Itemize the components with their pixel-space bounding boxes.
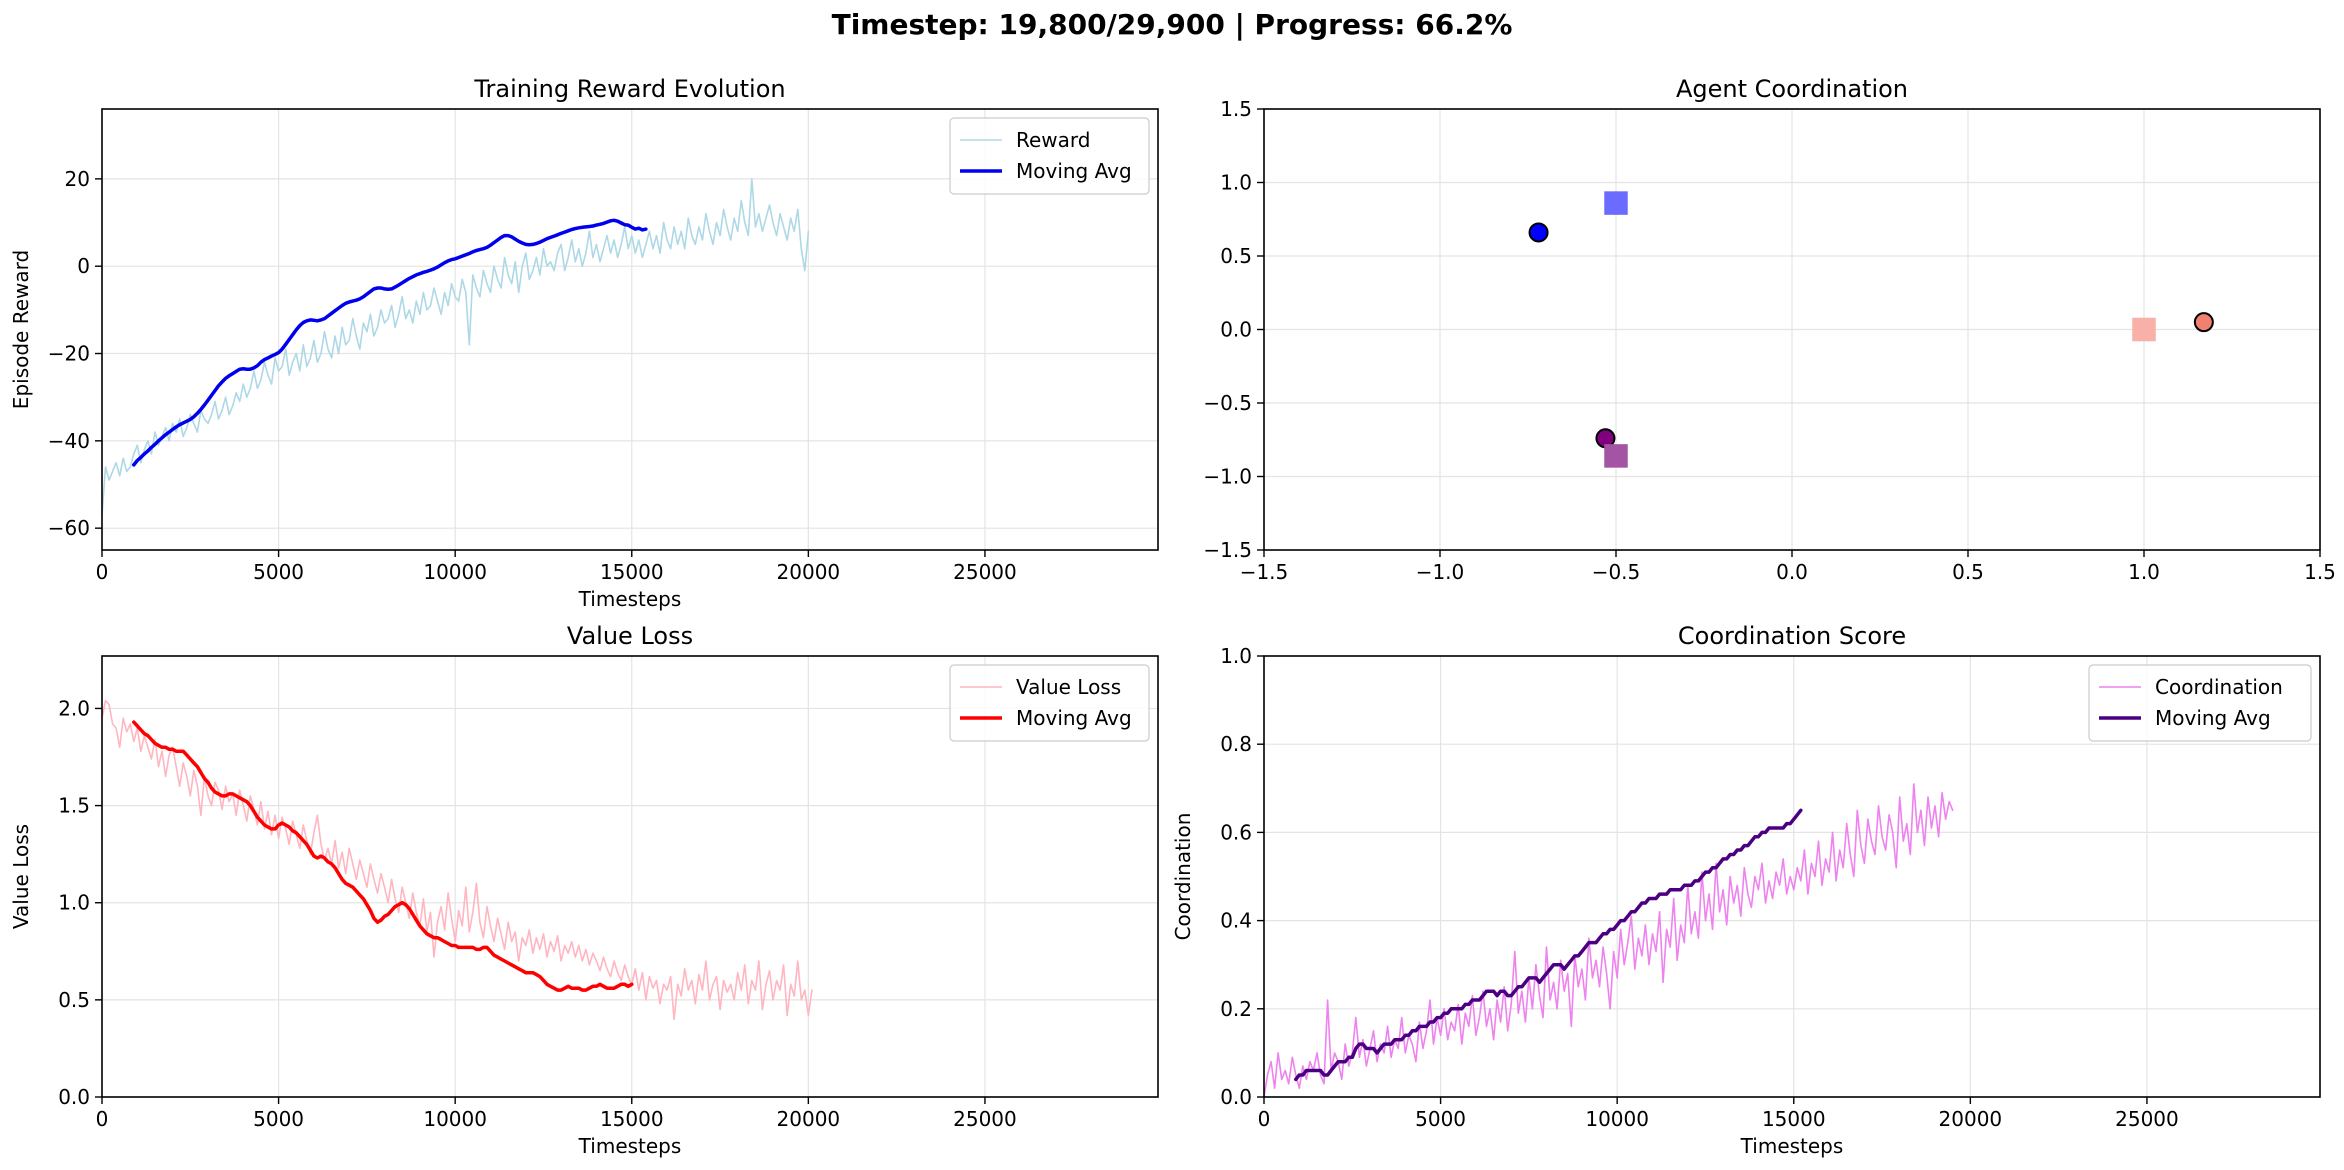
y-tick-label: 1.5 [58, 794, 90, 818]
x-tick-label: 20000 [777, 560, 841, 584]
y-tick-label: 0.8 [1220, 732, 1252, 756]
x-tick-label: −1.0 [1416, 560, 1465, 584]
y-tick-label: 0.4 [1220, 909, 1252, 933]
y-tick-label: 0.2 [1220, 997, 1252, 1021]
x-tick-label: 10000 [1585, 1107, 1649, 1131]
x-tick-label: 15000 [600, 560, 664, 584]
plot-area [1264, 783, 1954, 1097]
x-axis-label: Timesteps [1740, 1134, 1844, 1158]
agent-point-1 [2193, 312, 2214, 333]
x-tick-label: 0 [96, 1107, 109, 1131]
axes-frame [1263, 655, 2321, 1098]
target-point-4 [2132, 317, 2156, 342]
legend-box [2088, 664, 2312, 742]
x-tick-label: 20000 [1939, 1107, 2003, 1131]
legend-box [949, 117, 1150, 195]
x-tick-label: 0 [1258, 1107, 1271, 1131]
chart-reward: 0 5000 10000 15000 20000 25000 −60 −40 −20 0 20 Tra… [9, 75, 1159, 611]
x-tick-label: 15000 [1762, 1107, 1826, 1131]
x-tick-label: 10000 [423, 1107, 487, 1131]
plot-area [102, 178, 810, 516]
y-tick-label: 1.0 [1220, 171, 1252, 195]
x-tick-label: 5000 [1415, 1107, 1466, 1131]
x-tick-label: 0.0 [1776, 560, 1808, 584]
chart-title: Agent Coordination [1676, 75, 1908, 103]
target-point-3 [1604, 191, 1628, 215]
x-tick-label: 25000 [953, 1107, 1017, 1131]
y-tick-label: 1.5 [1220, 97, 1252, 121]
series-line-1 [132, 218, 648, 467]
figure-suptitle: Timestep: 19,800/29,900 | Progress: 66.2… [831, 8, 1513, 41]
y-tick-label: 0.0 [1220, 1085, 1252, 1109]
series-line-0 [102, 178, 810, 516]
chart-title: Value Loss [567, 622, 693, 650]
legend-label-0: Reward [1016, 128, 1090, 152]
x-tick-label: 0.5 [1952, 560, 1984, 584]
x-axis-label: Timesteps [578, 1134, 682, 1158]
y-axis-label: Coordination [1171, 813, 1195, 941]
x-tick-label: −1.5 [1240, 560, 1289, 584]
legend-label-0: Coordination [2155, 675, 2283, 699]
y-tick-label: 20 [65, 167, 90, 191]
plot-area [1528, 191, 2214, 468]
target-point-5 [1604, 444, 1628, 468]
legend-label-0: Value Loss [1016, 675, 1121, 699]
legend-label-1: Moving Avg [1016, 159, 1132, 183]
chart-title: Training Reward Evolution [473, 75, 785, 103]
x-tick-label: 5000 [253, 1107, 304, 1131]
y-tick-label: −0.5 [1203, 391, 1252, 415]
x-tick-label: 25000 [953, 560, 1017, 584]
x-tick-label: 10000 [423, 560, 487, 584]
x-tick-label: 0 [96, 560, 109, 584]
x-tick-label: 20000 [777, 1107, 841, 1131]
legend-label-1: Moving Avg [2155, 706, 2271, 730]
chart-coord_score: 0 5000 10000 15000 20000 25000 0.0 0.2 0.4 0.6 0.8… [1171, 622, 2321, 1158]
series-line-1 [132, 720, 634, 992]
y-tick-label: −1.5 [1203, 538, 1252, 562]
y-tick-label: 1.0 [1220, 644, 1252, 668]
series-line-0 [102, 699, 813, 1021]
x-tick-label: 1.0 [2128, 560, 2160, 584]
legend: Value Loss Moving Avg [949, 664, 1150, 742]
y-tick-label: −60 [48, 516, 90, 540]
y-axis-label: Episode Reward [9, 250, 33, 409]
y-tick-label: 1.0 [58, 891, 90, 915]
y-axis-label: Value Loss [9, 824, 33, 929]
x-tick-label: 1.5 [2304, 560, 2336, 584]
plot-area [102, 699, 813, 1021]
x-axis-label: Timesteps [578, 587, 682, 611]
series-line-1 [1294, 808, 1803, 1082]
agent-point-0 [1528, 222, 1549, 243]
legend: Coordination Moving Avg [2088, 664, 2312, 742]
y-tick-label: 0 [77, 254, 90, 278]
x-tick-label: −0.5 [1592, 560, 1641, 584]
axes-frame [101, 655, 1159, 1098]
chart-coord_map: −1.5 −1.0 −0.5 0.0 0.5 1.0 1.5 −1.5 −1.0 −0.5 0.0 0… [1203, 75, 2335, 584]
y-tick-label: 0.5 [1220, 244, 1252, 268]
legend-box [949, 664, 1150, 742]
legend-label-1: Moving Avg [1016, 706, 1132, 730]
x-tick-label: 25000 [2115, 1107, 2179, 1131]
x-tick-label: 15000 [600, 1107, 664, 1131]
y-tick-label: −40 [48, 429, 90, 453]
y-tick-label: 2.0 [58, 696, 90, 720]
chart-loss: 0 5000 10000 15000 20000 25000 0.0 0.5 1.0 1.5 2.0… [9, 622, 1159, 1158]
y-tick-label: 0.5 [58, 988, 90, 1012]
y-tick-label: −20 [48, 342, 90, 366]
y-tick-label: 0.0 [1220, 318, 1252, 342]
y-tick-label: −1.0 [1203, 465, 1252, 489]
legend: Reward Moving Avg [949, 117, 1150, 195]
x-tick-label: 5000 [253, 560, 304, 584]
chart-title: Coordination Score [1678, 622, 1906, 650]
axes-frame [101, 108, 1159, 551]
y-tick-label: 0.0 [58, 1085, 90, 1109]
y-tick-label: 0.6 [1220, 820, 1252, 844]
